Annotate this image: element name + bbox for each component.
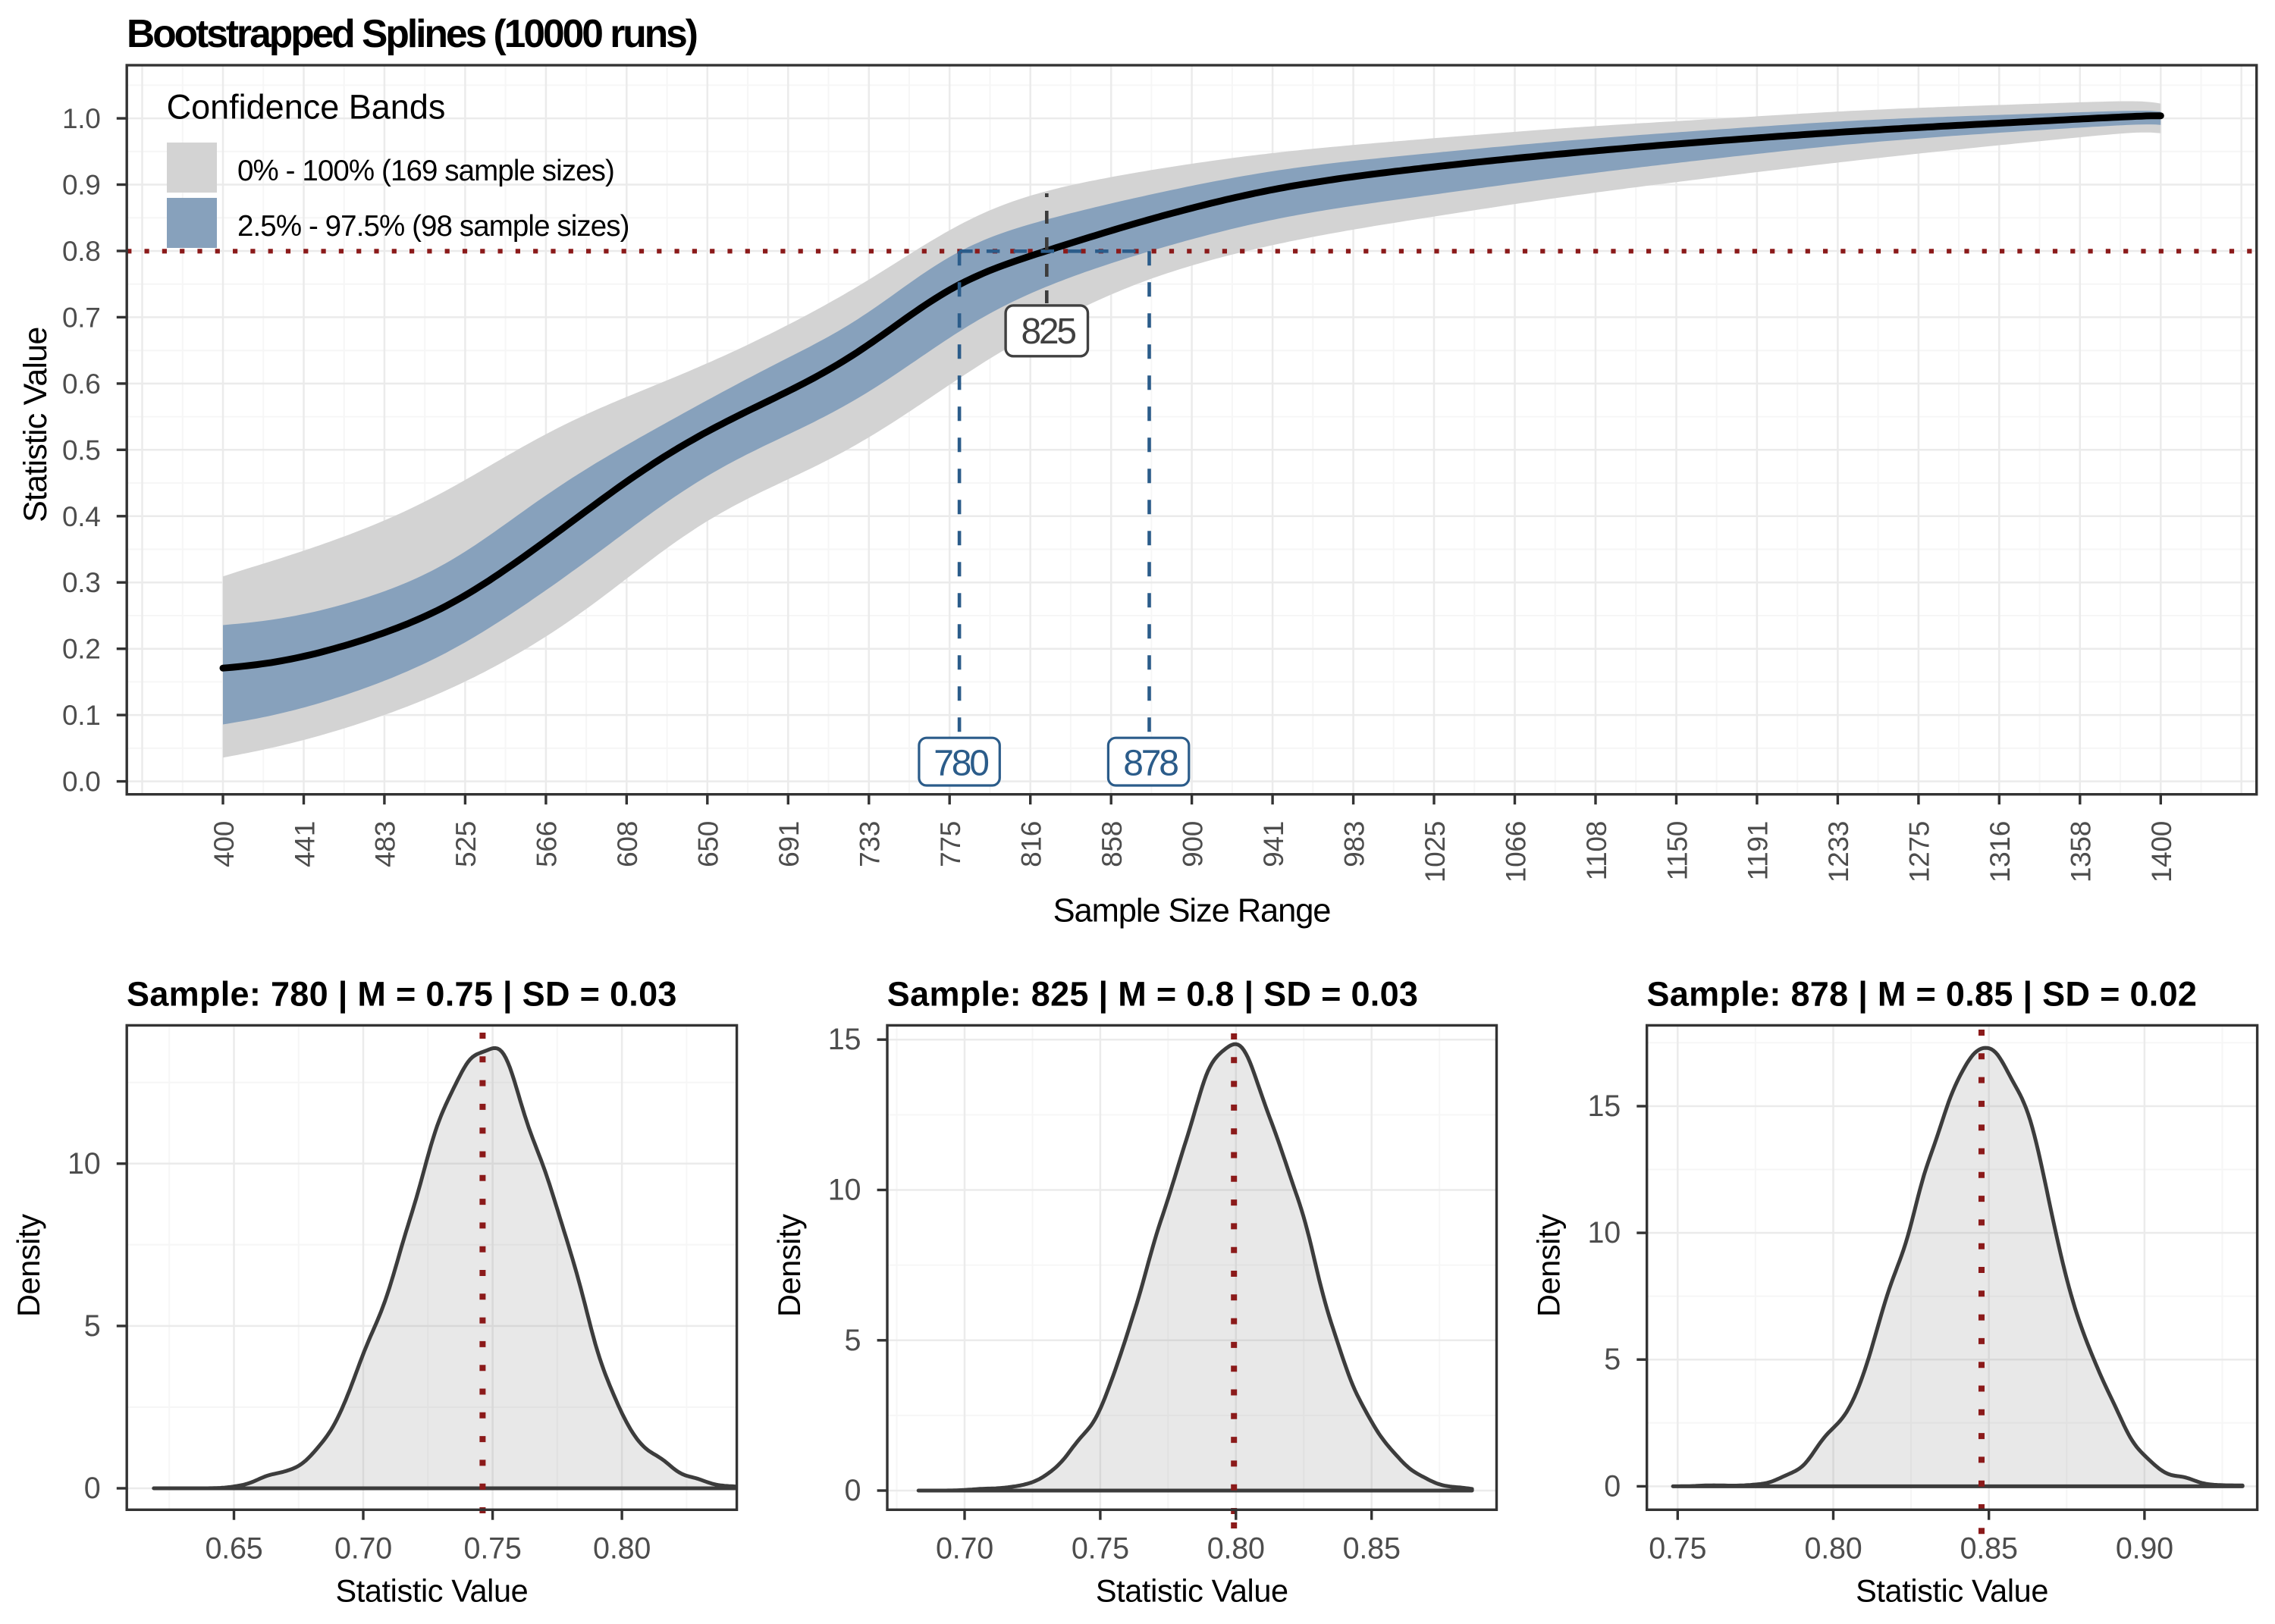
- svg-text:0.80: 0.80: [1804, 1532, 1862, 1566]
- svg-text:0.75: 0.75: [1072, 1532, 1129, 1566]
- svg-text:780: 780: [934, 744, 988, 784]
- svg-text:Sample Size Range: Sample Size Range: [1053, 892, 1331, 929]
- svg-text:1316: 1316: [1985, 821, 2016, 883]
- svg-text:10: 10: [828, 1174, 861, 1207]
- svg-text:566: 566: [532, 821, 563, 867]
- svg-text:1358: 1358: [2066, 821, 2097, 883]
- svg-text:400: 400: [209, 821, 240, 867]
- svg-text:983: 983: [1338, 821, 1370, 867]
- svg-text:608: 608: [612, 821, 643, 867]
- svg-text:0.65: 0.65: [205, 1532, 262, 1566]
- svg-text:1.0: 1.0: [62, 103, 101, 134]
- svg-text:1108: 1108: [1581, 821, 1612, 880]
- svg-text:0.2: 0.2: [62, 634, 101, 665]
- svg-text:0.85: 0.85: [1343, 1532, 1401, 1566]
- svg-text:941: 941: [1258, 821, 1289, 867]
- svg-text:0.7: 0.7: [62, 302, 101, 333]
- svg-text:0.3: 0.3: [62, 567, 101, 598]
- svg-text:Confidence Bands: Confidence Bands: [167, 87, 446, 126]
- svg-text:0.0: 0.0: [62, 767, 101, 798]
- svg-text:825: 825: [1021, 312, 1075, 352]
- svg-text:0: 0: [845, 1474, 861, 1507]
- svg-text:0.85: 0.85: [1960, 1532, 2018, 1566]
- svg-text:0.8: 0.8: [62, 236, 101, 267]
- svg-text:0: 0: [84, 1472, 101, 1505]
- svg-text:Statistic Value: Statistic Value: [1096, 1572, 1288, 1608]
- svg-text:900: 900: [1177, 821, 1208, 867]
- svg-text:0.70: 0.70: [334, 1532, 392, 1566]
- svg-text:0.80: 0.80: [1207, 1532, 1265, 1566]
- svg-text:0.90: 0.90: [2116, 1532, 2173, 1566]
- svg-text:0.70: 0.70: [936, 1532, 993, 1566]
- svg-text:Sample: 780 | M = 0.75 | SD =: Sample: 780 | M = 0.75 | SD = 0.03: [127, 975, 677, 1014]
- svg-text:Density: Density: [11, 1214, 46, 1317]
- svg-text:5: 5: [84, 1309, 101, 1343]
- svg-text:Statistic Value: Statistic Value: [335, 1572, 528, 1608]
- svg-text:775: 775: [935, 821, 966, 867]
- svg-text:Density: Density: [771, 1214, 807, 1317]
- svg-text:0.75: 0.75: [1649, 1532, 1706, 1566]
- svg-text:1191: 1191: [1743, 821, 1774, 880]
- svg-text:Bootstrapped Splines (10000 ru: Bootstrapped Splines (10000 runs): [127, 11, 697, 55]
- svg-text:5: 5: [1604, 1343, 1621, 1376]
- svg-text:1066: 1066: [1500, 821, 1531, 883]
- svg-text:650: 650: [693, 821, 724, 867]
- svg-text:0.5: 0.5: [62, 434, 101, 466]
- svg-text:15: 15: [1587, 1089, 1621, 1123]
- svg-text:0.75: 0.75: [464, 1532, 522, 1566]
- svg-text:878: 878: [1123, 744, 1178, 784]
- svg-text:15: 15: [828, 1023, 861, 1056]
- svg-text:0.80: 0.80: [593, 1532, 651, 1566]
- svg-text:2.5% - 97.5% (98 sample sizes): 2.5% - 97.5% (98 sample sizes): [237, 210, 629, 243]
- svg-text:0.6: 0.6: [62, 368, 101, 400]
- svg-text:816: 816: [1016, 821, 1047, 867]
- svg-text:10: 10: [67, 1147, 101, 1180]
- svg-text:733: 733: [855, 821, 886, 867]
- svg-text:0.9: 0.9: [62, 170, 101, 201]
- svg-text:1233: 1233: [1823, 821, 1854, 883]
- svg-text:10: 10: [1587, 1216, 1621, 1249]
- svg-text:525: 525: [450, 821, 482, 867]
- svg-text:441: 441: [289, 821, 320, 867]
- svg-text:1025: 1025: [1420, 821, 1451, 883]
- svg-text:0: 0: [1604, 1469, 1621, 1503]
- svg-text:691: 691: [774, 821, 805, 867]
- svg-text:Sample: 825 | M = 0.8 | SD = 0: Sample: 825 | M = 0.8 | SD = 0.03: [887, 975, 1418, 1014]
- svg-text:1150: 1150: [1662, 821, 1693, 880]
- svg-text:0% - 100% (169 sample sizes): 0% - 100% (169 sample sizes): [237, 155, 614, 187]
- svg-text:0.1: 0.1: [62, 700, 101, 731]
- svg-text:Statistic Value: Statistic Value: [17, 328, 54, 522]
- svg-text:1400: 1400: [2146, 821, 2177, 883]
- svg-text:1275: 1275: [1904, 821, 1935, 883]
- svg-text:Sample: 878 | M = 0.85 | SD =: Sample: 878 | M = 0.85 | SD = 0.02: [1647, 975, 2198, 1014]
- svg-text:Statistic Value: Statistic Value: [1856, 1572, 2048, 1608]
- svg-text:0.4: 0.4: [62, 501, 101, 532]
- svg-text:5: 5: [845, 1324, 861, 1357]
- svg-text:Density: Density: [1531, 1214, 1567, 1317]
- svg-text:858: 858: [1097, 821, 1128, 867]
- svg-text:483: 483: [370, 821, 401, 867]
